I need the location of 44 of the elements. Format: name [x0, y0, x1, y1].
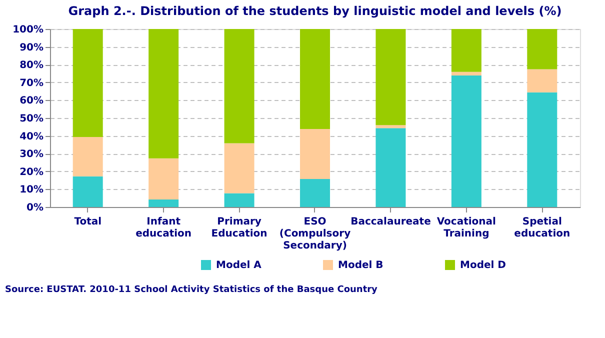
y-tick-label: 70% — [20, 78, 44, 89]
bar — [527, 69, 558, 92]
x-tick-label: Spetial education — [514, 216, 570, 240]
bar — [224, 29, 254, 144]
x-tick-label: Total — [74, 216, 102, 228]
x-tick-label: Primary Education — [211, 216, 268, 240]
chart-title: Graph 2.-. Distribution of the students by linguistic model and levels (%) — [68, 4, 562, 18]
y-tick-label: 10% — [20, 184, 44, 196]
bar — [451, 29, 482, 72]
x-tick-label: Vocational Training — [436, 216, 496, 240]
y-tick-label: 90% — [20, 42, 44, 54]
y-tick-label: 40% — [20, 131, 44, 142]
bar — [527, 29, 558, 70]
y-tick-label: 80% — [20, 60, 44, 72]
legend-label: Model B — [338, 260, 384, 271]
bar — [376, 29, 406, 126]
source-note: Source: EUSTAT. 2010-11 School Activity Statistics of the Basque Country — [5, 285, 378, 295]
bar — [148, 200, 179, 207]
bar — [376, 128, 406, 207]
y-tick-label: 60% — [20, 96, 44, 107]
bar — [224, 143, 254, 194]
bar — [300, 129, 330, 180]
bar — [148, 158, 179, 200]
bar — [72, 29, 103, 138]
bar — [72, 176, 103, 207]
legend-label: Model D — [460, 260, 506, 271]
bar — [451, 72, 482, 76]
bar — [300, 179, 330, 207]
y-tick-label: 30% — [20, 149, 44, 160]
bar — [148, 29, 179, 158]
bar — [376, 125, 406, 128]
y-tick-label: 20% — [20, 166, 44, 178]
bar — [72, 137, 103, 176]
bar — [224, 193, 254, 207]
bar — [451, 75, 482, 207]
x-tick-label: ESO (Compulsory Secondary) — [279, 216, 352, 252]
bar — [300, 29, 330, 130]
legend-label: Model A — [216, 260, 262, 271]
y-tick-label: 0% — [26, 202, 44, 214]
y-tick-label: 50% — [20, 114, 44, 124]
y-tick-label: 100% — [12, 24, 44, 36]
x-tick-label: Baccalaureate — [350, 216, 432, 228]
bar — [527, 92, 558, 207]
x-tick-label: Infant education — [136, 216, 192, 240]
